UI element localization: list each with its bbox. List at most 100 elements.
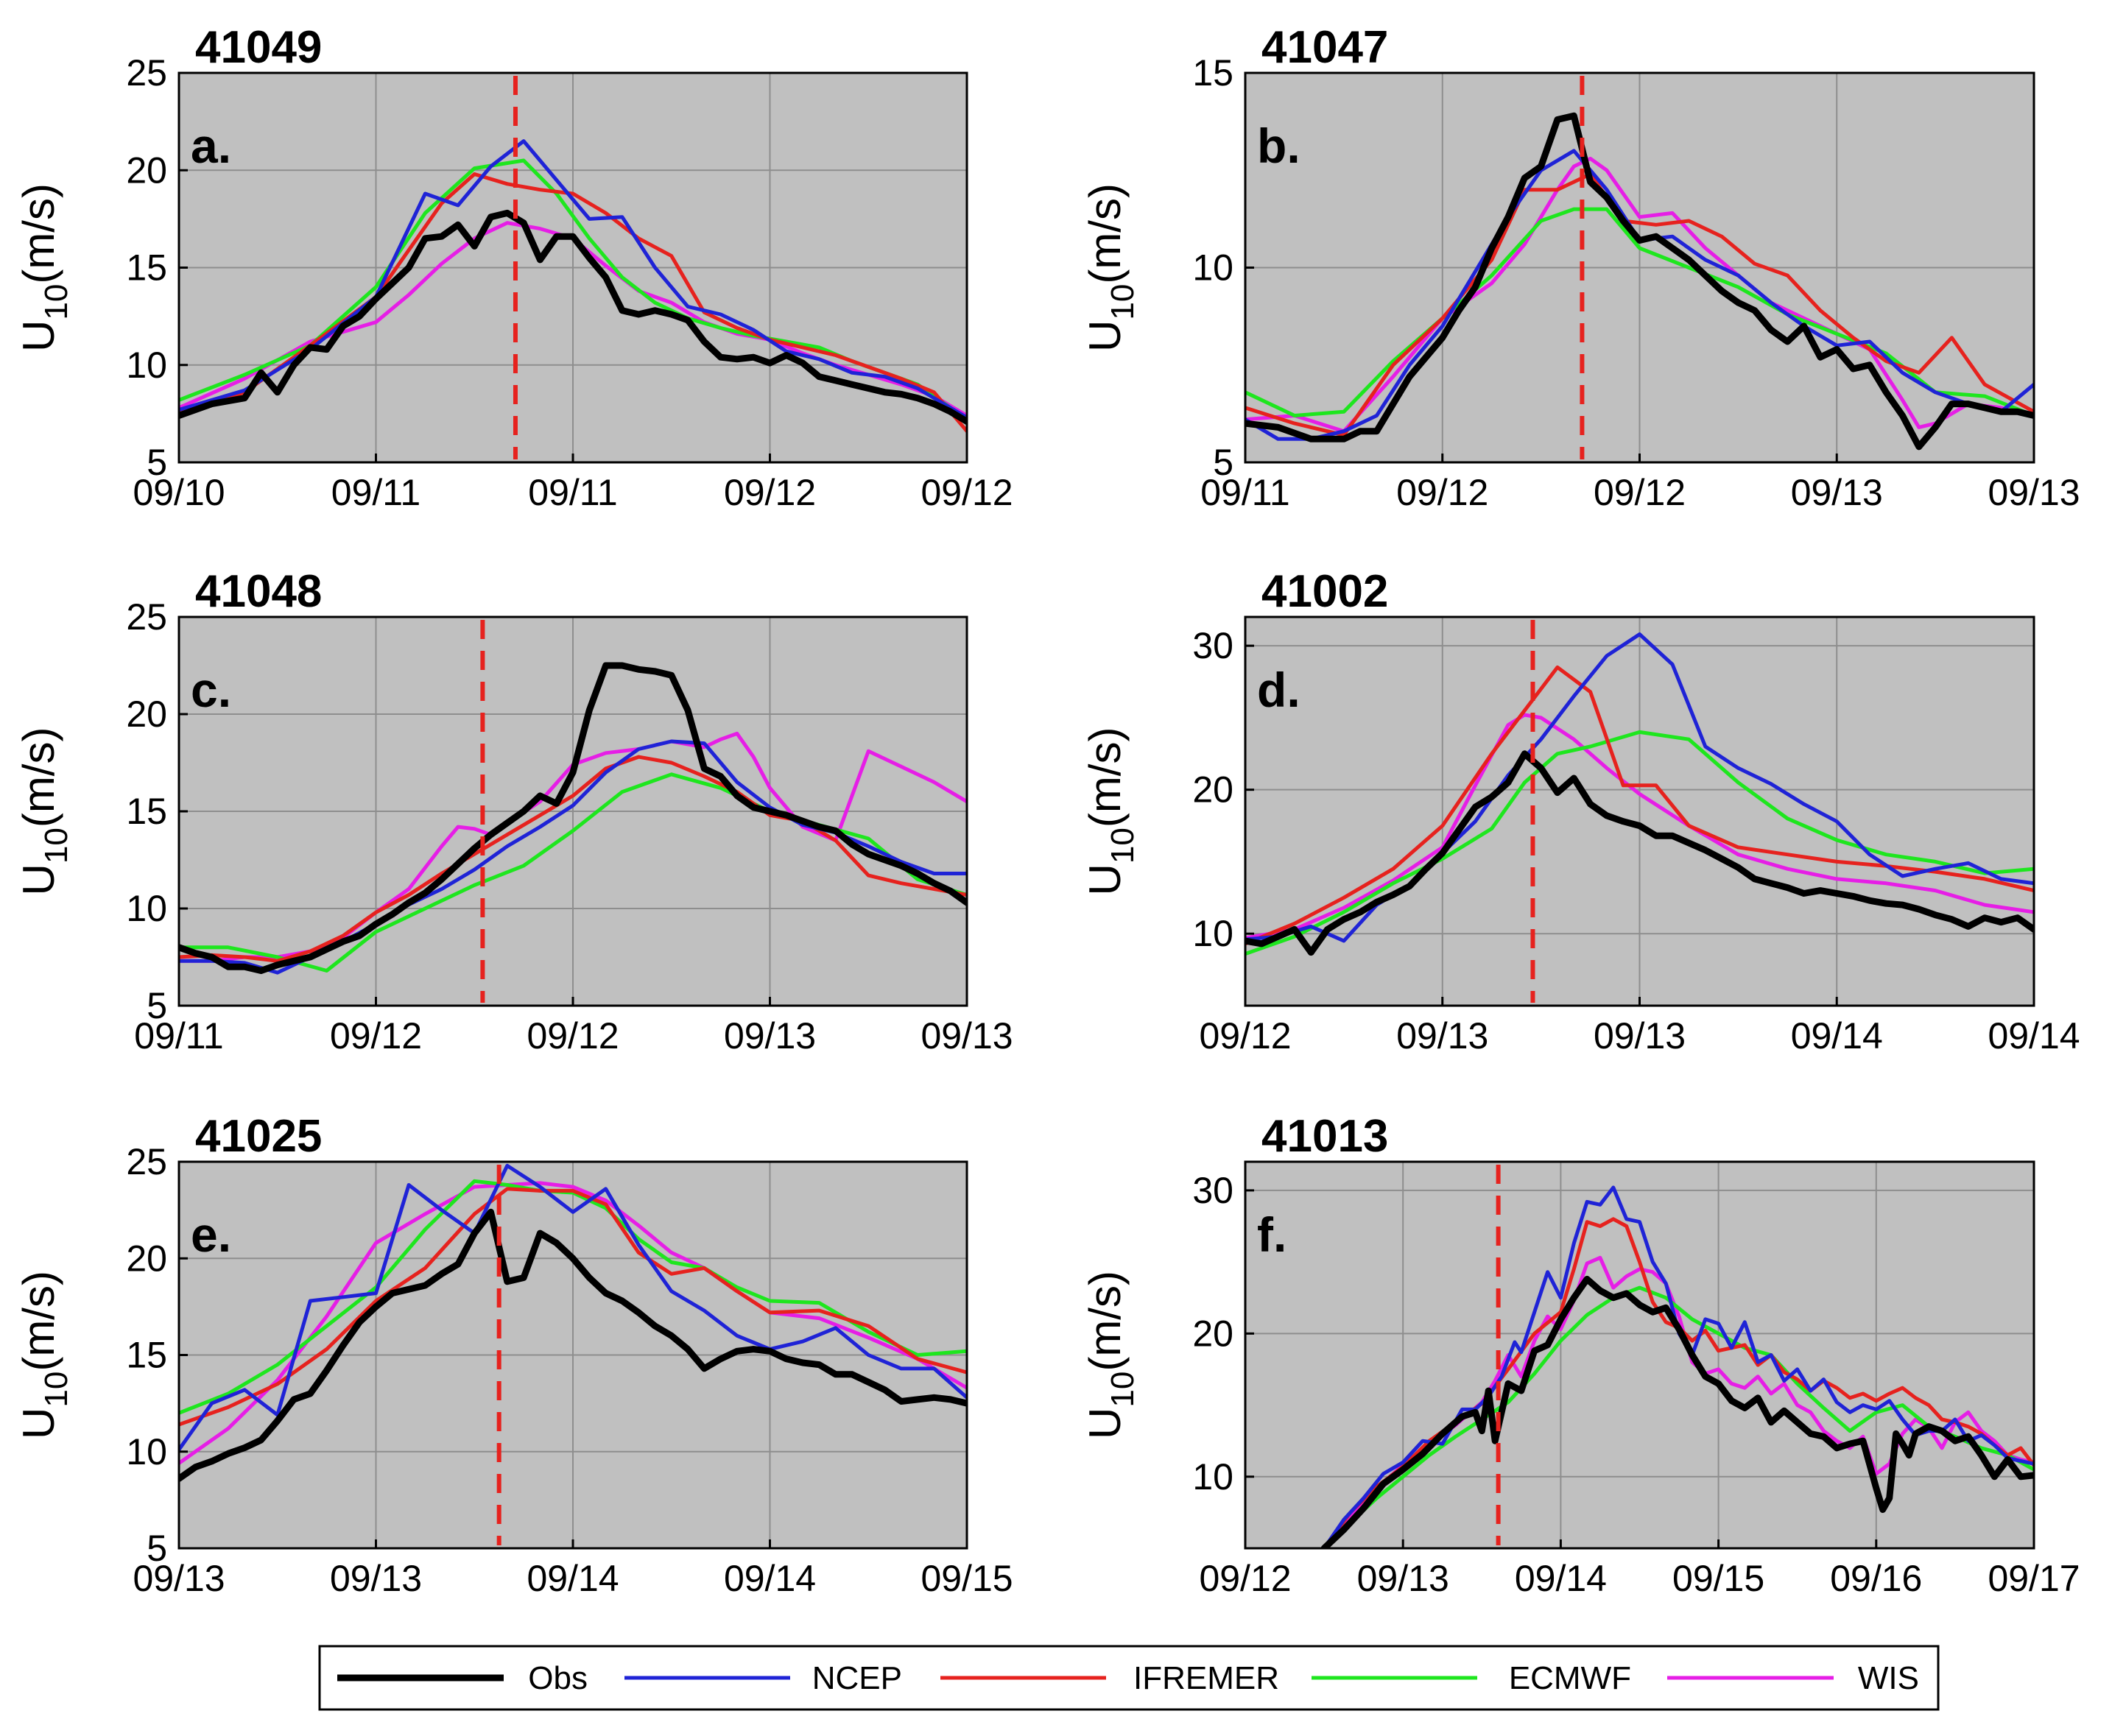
series-line-obs bbox=[179, 209, 967, 425]
y-tick-label: 25 bbox=[126, 596, 167, 638]
y-tick-label: 5 bbox=[147, 1528, 167, 1569]
y-tick-label: 20 bbox=[1192, 1313, 1233, 1354]
series-group bbox=[179, 662, 967, 975]
series-line-obs bbox=[1245, 750, 2034, 956]
y-axis-label-sub: 10 bbox=[1105, 828, 1141, 864]
series-line-obs bbox=[179, 1208, 967, 1482]
x-tick-label: 09/12 bbox=[1396, 472, 1488, 513]
y-tick-label: 10 bbox=[1192, 913, 1233, 954]
y-tick-label: 10 bbox=[1192, 1456, 1233, 1497]
panel-title: 41048 bbox=[195, 566, 322, 617]
y-tick-label: 5 bbox=[147, 985, 167, 1026]
legend-item-ifremer: IFREMER bbox=[940, 1660, 1279, 1696]
x-tick-label: 09/13 bbox=[1791, 472, 1883, 513]
y-axis-label-main: U bbox=[14, 1408, 63, 1439]
legend-label: Obs bbox=[528, 1660, 588, 1696]
panel-title: 41025 bbox=[195, 1111, 322, 1162]
y-axis-label: U10(m/s) bbox=[1080, 727, 1141, 896]
y-tick-label: 25 bbox=[126, 1141, 167, 1182]
y-tick-label: 20 bbox=[1192, 769, 1233, 811]
series-line-wis bbox=[179, 1181, 967, 1465]
y-axis-label: U10(m/s) bbox=[14, 1271, 74, 1439]
legend-label: IFREMER bbox=[1133, 1660, 1279, 1696]
y-axis-label-main: U bbox=[14, 864, 63, 895]
y-axis-label-sub: 10 bbox=[1105, 1372, 1141, 1408]
x-tick-label: 09/16 bbox=[1830, 1558, 1922, 1599]
series-group bbox=[179, 1163, 967, 1482]
y-axis-label-unit: (m/s) bbox=[1080, 1271, 1130, 1372]
x-tick-label: 09/13 bbox=[133, 1558, 225, 1599]
panels: 5 10 15 20 25 09/10 09/11 09/11 09/12 09/12 41049 a… bbox=[14, 22, 2080, 1599]
series-line-ncep bbox=[179, 1163, 967, 1452]
y-axis-label-sub: 10 bbox=[38, 284, 74, 320]
y-tick-label: 15 bbox=[1192, 52, 1233, 93]
panel-letter: b. bbox=[1257, 119, 1300, 173]
panel-letter: f. bbox=[1257, 1207, 1286, 1262]
x-tick-label: 09/13 bbox=[1396, 1015, 1488, 1056]
axes-frame bbox=[1244, 1160, 2035, 1550]
legend-item-obs: Obs bbox=[337, 1660, 588, 1696]
y-tick-label: 5 bbox=[147, 442, 167, 483]
y-tick-label: 20 bbox=[126, 149, 167, 191]
y-tick-label: 30 bbox=[1192, 625, 1233, 666]
y-tick-label: 10 bbox=[126, 345, 167, 386]
x-tick-label: 09/13 bbox=[724, 1015, 816, 1056]
y-tick-label: 15 bbox=[126, 791, 167, 832]
y-tick-label: 20 bbox=[126, 694, 167, 735]
series-line-ecmwf bbox=[1245, 730, 2034, 956]
y-axis-label-unit: (m/s) bbox=[1080, 727, 1130, 828]
x-tick-label: 09/12 bbox=[1199, 1015, 1291, 1056]
y-axis-label-unit: (m/s) bbox=[14, 1271, 63, 1372]
series-line-ifremer bbox=[179, 172, 967, 434]
panel-letter: a. bbox=[191, 119, 231, 173]
series-line-obs bbox=[1320, 1275, 2034, 1548]
series-line-ifremer bbox=[179, 755, 967, 963]
y-tick-label: 15 bbox=[126, 247, 167, 289]
y-axis-label-sub: 10 bbox=[38, 828, 74, 864]
panel-letter: c. bbox=[191, 663, 231, 717]
x-tick-label: 09/14 bbox=[1791, 1015, 1883, 1056]
y-axis-label-main: U bbox=[1080, 864, 1130, 895]
y-tick-label: 10 bbox=[126, 1431, 167, 1472]
x-tick-label: 09/11 bbox=[1200, 472, 1289, 513]
y-axis-label-unit: (m/s) bbox=[14, 183, 63, 284]
panel-title: 41002 bbox=[1261, 566, 1388, 617]
panel-41049: 5 10 15 20 25 09/10 09/11 09/11 09/12 09/12 41049 a… bbox=[14, 22, 1013, 513]
y-tick-label: 10 bbox=[126, 888, 167, 929]
x-tick-label: 09/14 bbox=[527, 1558, 619, 1599]
panel-41025: 5 10 15 20 25 09/13 09/13 09/14 09/14 09/15 41025 e… bbox=[14, 1111, 1013, 1599]
x-tick-label: 09/11 bbox=[134, 1015, 223, 1056]
x-tick-label: 09/11 bbox=[528, 472, 617, 513]
x-tick-label: 09/12 bbox=[1594, 472, 1686, 513]
x-tick-label: 09/13 bbox=[1988, 472, 2080, 513]
x-tick-label: 09/12 bbox=[724, 472, 816, 513]
x-tick-label: 09/12 bbox=[1199, 1558, 1291, 1599]
x-tick-label: 09/13 bbox=[1594, 1015, 1686, 1056]
legend-item-ecmwf: ECMWF bbox=[1312, 1660, 1631, 1696]
x-tick-label: 09/14 bbox=[1515, 1558, 1607, 1599]
panel-letter: d. bbox=[1257, 663, 1300, 717]
panel-title: 41049 bbox=[195, 22, 322, 73]
x-tick-label: 09/17 bbox=[1988, 1558, 2080, 1599]
series-line-wis bbox=[1245, 713, 2034, 940]
series-line-ecmwf bbox=[1322, 1285, 2034, 1548]
series-group bbox=[1245, 632, 2034, 956]
x-tick-label: 09/11 bbox=[331, 472, 420, 513]
series-group bbox=[1245, 112, 2034, 451]
y-tick-label: 10 bbox=[1192, 247, 1233, 289]
x-tick-label: 09/15 bbox=[921, 1558, 1013, 1599]
plot-area bbox=[1245, 1162, 2034, 1548]
series-line-obs bbox=[179, 662, 967, 974]
panel-41048: 5 10 15 20 25 09/11 09/12 09/12 09/13 09/13 41048 c… bbox=[14, 566, 1013, 1056]
y-tick-label: 25 bbox=[126, 52, 167, 93]
y-axis-label-main: U bbox=[14, 320, 63, 352]
y-axis-label: U10(m/s) bbox=[14, 727, 74, 896]
panel-letter: e. bbox=[191, 1207, 231, 1262]
x-tick-label: 09/12 bbox=[921, 472, 1013, 513]
x-tick-label: 09/15 bbox=[1672, 1558, 1764, 1599]
legend-item-wis: WIS bbox=[1667, 1660, 1919, 1696]
x-tick-label: 09/14 bbox=[1988, 1015, 2080, 1056]
